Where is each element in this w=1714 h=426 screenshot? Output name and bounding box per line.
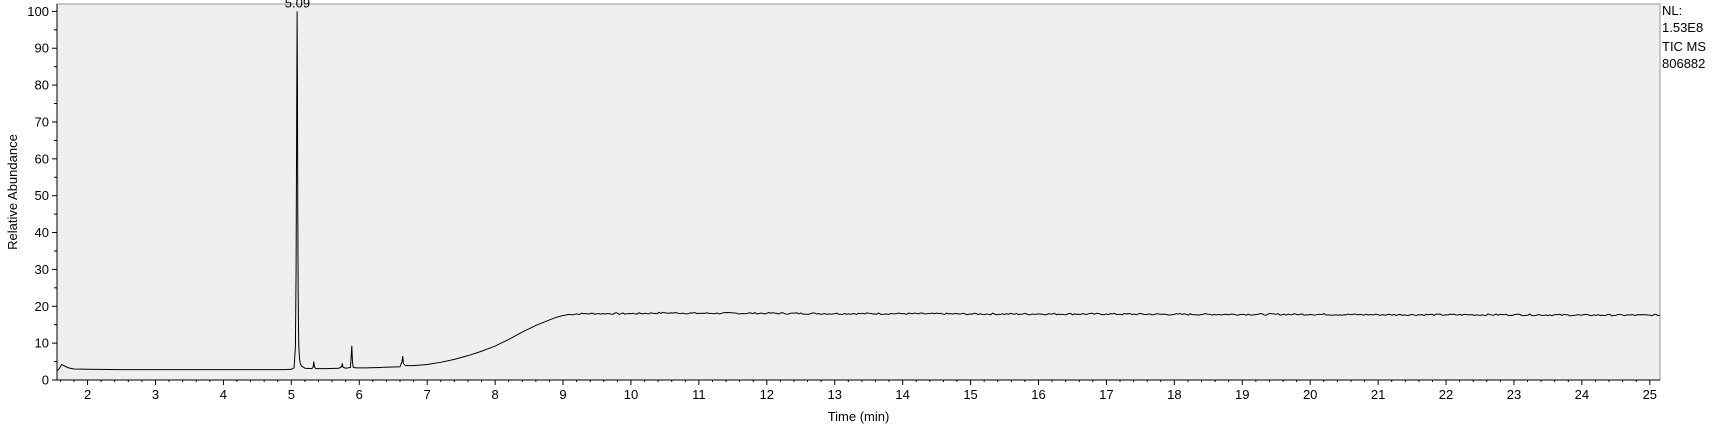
y-axis-title: Relative Abundance <box>5 134 20 250</box>
x-tick-label: 5 <box>288 387 295 402</box>
x-tick-label: 13 <box>827 387 841 402</box>
x-tick-label: 9 <box>559 387 566 402</box>
y-tick-label: 70 <box>35 114 49 129</box>
x-tick-label: 10 <box>624 387 638 402</box>
y-tick-label: 40 <box>35 225 49 240</box>
x-axis-ticks: 2 3 4 5 6 7 8 9 10 11 12 13 14 15 16 17 18 19 20 21 22 23 24 25 <box>59 380 1657 402</box>
x-axis-title: Time (min) <box>828 409 890 424</box>
x-tick-label: 19 <box>1235 387 1249 402</box>
x-tick-label: 16 <box>1031 387 1045 402</box>
peak-annotations: 5.09 <box>285 0 310 10</box>
x-tick-label: 22 <box>1439 387 1453 402</box>
peak-label: 5.09 <box>285 0 310 10</box>
x-tick-label: 20 <box>1303 387 1317 402</box>
y-tick-label: 20 <box>35 299 49 314</box>
plot-area <box>56 3 1661 381</box>
y-tick-label: 10 <box>35 336 49 351</box>
x-tick-label: 14 <box>895 387 909 402</box>
nl-value: 1.53E8 <box>1662 20 1704 35</box>
x-tick-label: 6 <box>356 387 363 402</box>
x-tick-label: 24 <box>1575 387 1589 402</box>
scan-type-label: TIC MS <box>1662 39 1707 54</box>
y-tick-label: 80 <box>35 78 49 93</box>
y-tick-label: 50 <box>35 188 49 203</box>
x-tick-label: 21 <box>1371 387 1385 402</box>
x-tick-label: 23 <box>1507 387 1521 402</box>
x-tick-label: 2 <box>84 387 91 402</box>
x-tick-label: 7 <box>424 387 431 402</box>
tic-trace-line <box>56 11 1661 372</box>
x-tick-label: 15 <box>963 387 977 402</box>
x-tick-label: 4 <box>220 387 227 402</box>
x-tick-label: 11 <box>692 387 706 402</box>
x-tick-label: 3 <box>152 387 159 402</box>
x-tick-label: 25 <box>1643 387 1657 402</box>
x-tick-label: 8 <box>491 387 498 402</box>
y-tick-label: 100 <box>27 4 49 19</box>
file-id-label: 806882 <box>1662 56 1706 71</box>
x-tick-label: 17 <box>1099 387 1113 402</box>
x-tick-label: 18 <box>1167 387 1181 402</box>
y-axis-ticks: 0 10 20 30 40 50 60 70 80 90 100 <box>27 4 57 388</box>
y-tick-label: 0 <box>42 373 49 388</box>
x-tick-label: 12 <box>760 387 774 402</box>
y-tick-label: 90 <box>35 41 49 56</box>
y-tick-label: 30 <box>35 262 49 277</box>
y-tick-label: 60 <box>35 151 49 166</box>
nl-label: NL: <box>1662 3 1683 18</box>
